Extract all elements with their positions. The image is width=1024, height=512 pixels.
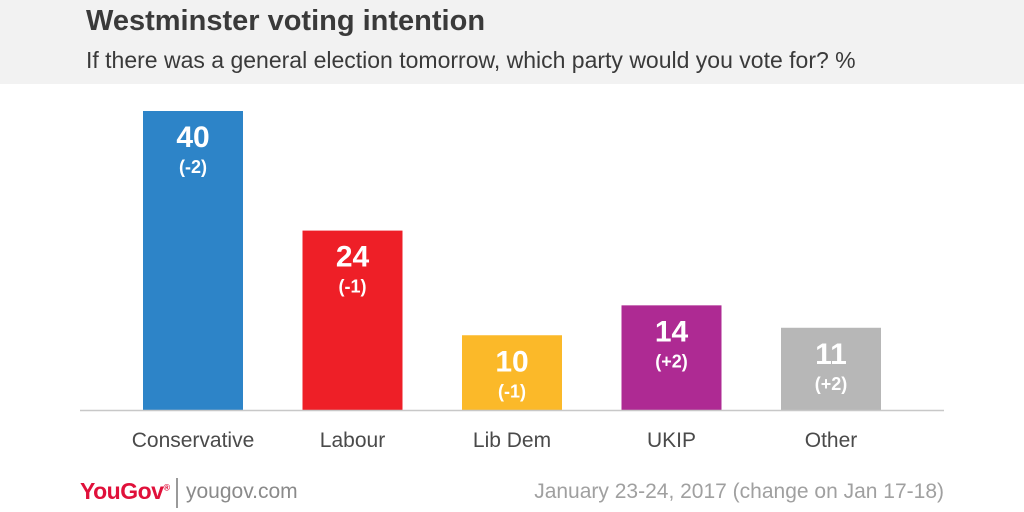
chart-subtitle: If there was a general election tomorrow…	[86, 47, 856, 73]
bar-value-label: 14	[655, 315, 689, 348]
x-tick-label: Lib Dem	[473, 429, 551, 452]
chart-title: Westminster voting intention	[86, 5, 486, 37]
bar-change-label: (-1)	[339, 277, 367, 297]
bar-ukip	[621, 305, 722, 410]
bar-change-label: (-1)	[498, 381, 526, 401]
bar-chart: 40 (-2) Conservative 24 (-1) Labour 10 (-1) Lib …	[80, 111, 944, 452]
bar-value-label: 11	[815, 338, 847, 371]
bar-conservative	[143, 111, 243, 410]
footer-date-note: January 23-24, 2017 (change on Jan 17-18…	[534, 480, 944, 503]
bar-labour	[302, 230, 403, 410]
bar-lib-dem	[462, 335, 562, 410]
bar-other	[781, 327, 881, 410]
bar-change-label: (+2)	[655, 351, 688, 371]
bar-value-label: 40	[176, 121, 209, 154]
bar-value-label: 10	[495, 345, 528, 378]
bar-value-label: 24	[336, 241, 370, 274]
brand-name: YouGov	[80, 478, 164, 504]
footer-divider	[176, 478, 178, 508]
x-tick-label: UKIP	[647, 429, 696, 452]
footer-url: yougov.com	[186, 480, 298, 503]
bar-change-label: (+2)	[815, 374, 848, 394]
x-tick-label: Conservative	[132, 429, 255, 452]
x-tick-label: Labour	[320, 429, 385, 452]
yougov-logo: YouGov®	[80, 478, 170, 504]
x-tick-label: Other	[805, 429, 858, 452]
header: Westminster voting intention If there wa…	[0, 0, 1024, 84]
bar-change-label: (-2)	[179, 157, 207, 177]
